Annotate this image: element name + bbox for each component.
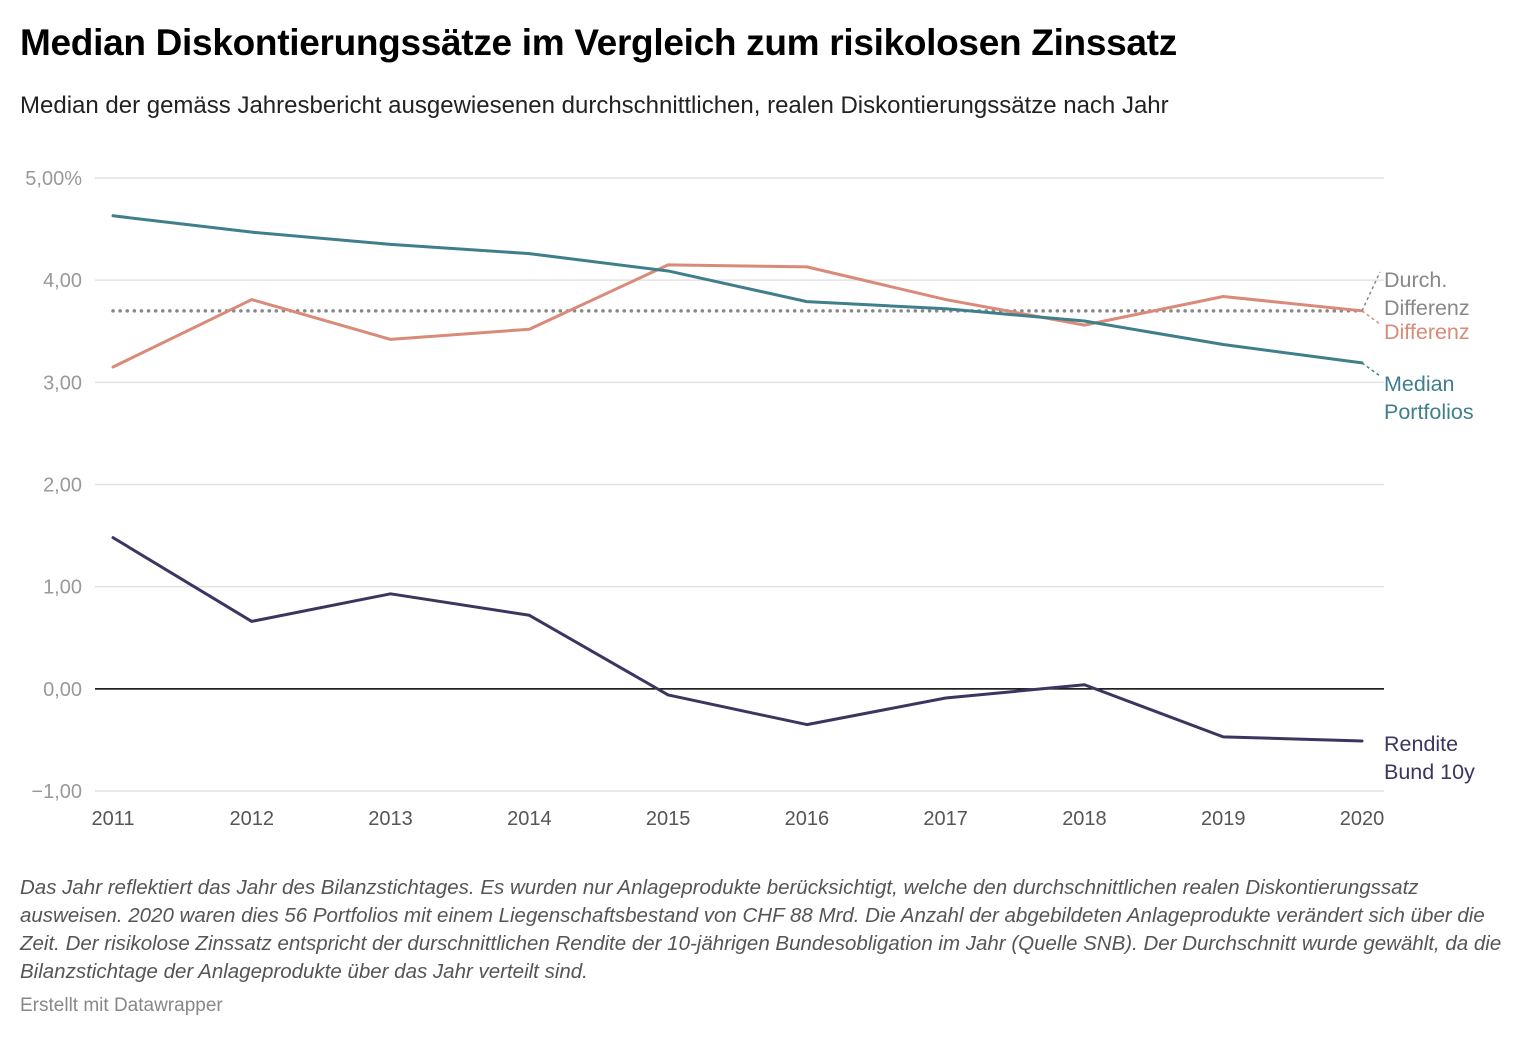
series-label: Portfolios [1384, 400, 1474, 424]
series-label: Median [1384, 372, 1455, 396]
series-label: Durch. [1384, 268, 1447, 292]
chart-notes: Das Jahr reflektiert das Jahr des Bilanz… [20, 876, 1502, 983]
y-tick-label: 4,00 [43, 270, 82, 292]
y-tick-label: 5,00% [25, 168, 82, 190]
x-tick-label: 2013 [368, 808, 413, 830]
x-tick-label: 2011 [91, 808, 134, 830]
series-line-differenz [111, 263, 1364, 369]
x-tick-label: 2017 [923, 808, 968, 830]
series-line-rendite-bund-10y [111, 536, 1364, 743]
y-tick-label: 0,00 [43, 679, 82, 701]
y-tick-label: 1,00 [43, 577, 82, 599]
series-label: Rendite [1384, 732, 1458, 756]
x-tick-label: 2016 [785, 808, 830, 830]
label-connector [1361, 310, 1381, 325]
series-label: Bund 10y [1384, 760, 1475, 784]
series-label: Differenz [1384, 320, 1470, 344]
chart-subtitle: Median der gemäss Jahresbericht ausgewie… [20, 92, 1169, 119]
x-tick-label: 2014 [507, 808, 552, 830]
line-chart: −1,00 0,00 1,00 2,00 3,00 4,00 5,00% 2011 2012 20… [25, 168, 1475, 830]
series-label: Differenz [1384, 296, 1470, 320]
x-tick-label: 2018 [1062, 808, 1107, 830]
x-tick-label: 2020 [1340, 808, 1385, 830]
chart-title: Median Diskontierungssätze im Vergleich … [20, 22, 1177, 63]
x-tick-label: 2019 [1201, 808, 1246, 830]
series-line-median-portfolios [111, 214, 1364, 365]
y-tick-label: 2,00 [43, 475, 82, 497]
y-tick-label: −1,00 [31, 781, 82, 803]
x-tick-label: 2012 [230, 808, 275, 830]
label-connector [1361, 271, 1381, 312]
x-tick-label: 2015 [646, 808, 691, 830]
y-tick-label: 3,00 [43, 372, 82, 394]
label-connector [1361, 362, 1381, 377]
credit-link[interactable]: Erstellt mit Datawrapper [20, 995, 223, 1016]
